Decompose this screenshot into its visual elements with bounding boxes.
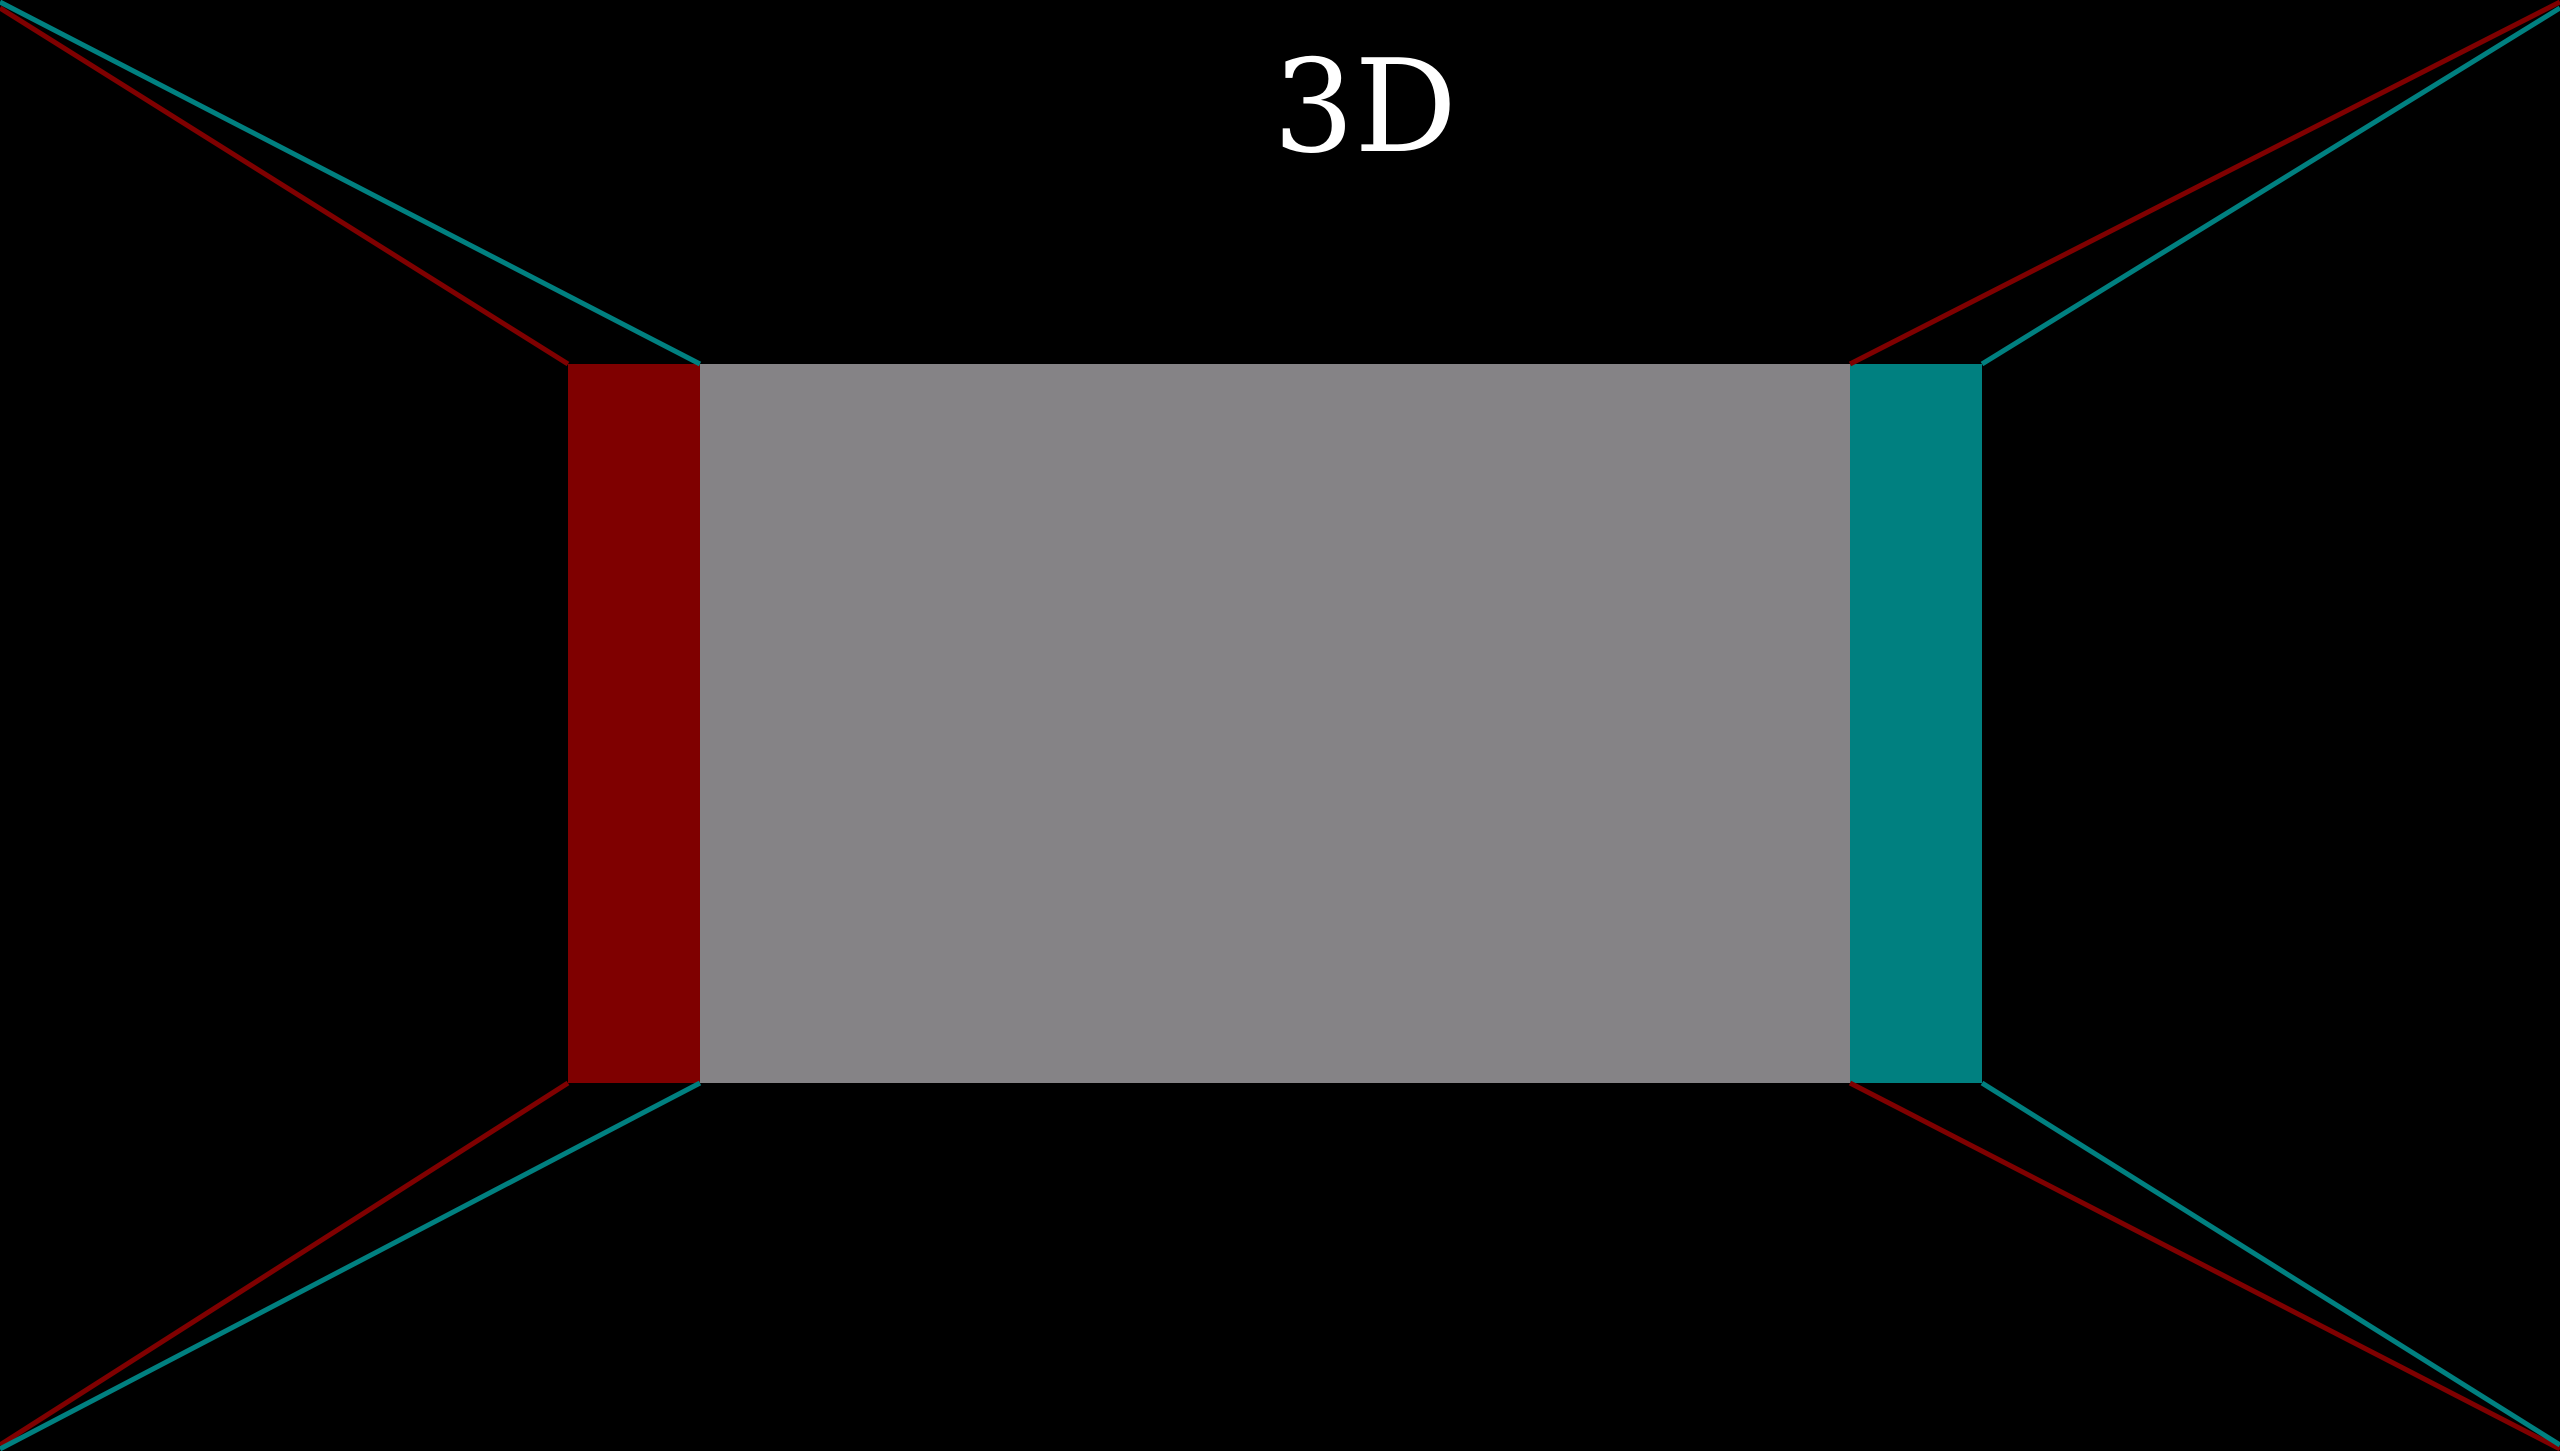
left-red-panel xyxy=(568,364,700,1083)
title-3d: 3D xyxy=(1272,33,1458,182)
perspective-line-red-top-right xyxy=(1848,0,2560,367)
perspective-line-teal-top-right xyxy=(1980,5,2560,367)
right-teal-panel xyxy=(1850,364,1982,1083)
perspective-line-teal-top-left xyxy=(0,0,702,367)
perspective-line-red-bottom-right xyxy=(1848,1080,2560,1451)
perspective-line-teal-bottom-left xyxy=(0,1080,702,1451)
perspective-line-red-top-left xyxy=(0,5,570,367)
perspective-line-teal-bottom-right xyxy=(1980,1080,2560,1448)
perspective-line-red-bottom-left xyxy=(0,1080,570,1448)
center-screen xyxy=(700,364,1850,1083)
